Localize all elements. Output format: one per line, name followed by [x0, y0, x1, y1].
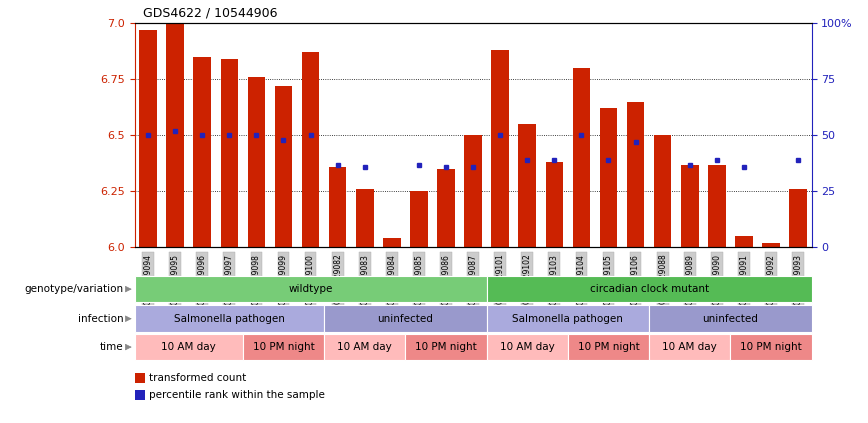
Text: percentile rank within the sample: percentile rank within the sample: [149, 390, 326, 400]
Bar: [135, 390, 145, 400]
Bar: [545, 162, 563, 247]
Text: wildtype: wildtype: [288, 284, 332, 294]
Bar: [410, 191, 428, 247]
Text: transformed count: transformed count: [149, 373, 247, 383]
Bar: [708, 165, 726, 247]
Bar: [274, 86, 293, 247]
Bar: [383, 239, 401, 247]
Bar: [627, 102, 644, 247]
Bar: [600, 108, 617, 247]
Text: 10 AM day: 10 AM day: [338, 342, 392, 352]
Text: GDS4622 / 10544906: GDS4622 / 10544906: [143, 6, 278, 19]
Text: uninfected: uninfected: [702, 314, 759, 324]
Text: 10 PM night: 10 PM night: [415, 342, 477, 352]
Bar: [139, 30, 157, 247]
Bar: [654, 135, 672, 247]
Bar: [194, 57, 211, 247]
Bar: [518, 124, 536, 247]
Text: Salmonella pathogen: Salmonella pathogen: [174, 314, 285, 324]
Bar: [789, 189, 807, 247]
Text: circadian clock mutant: circadian clock mutant: [589, 284, 708, 294]
Text: 10 PM night: 10 PM night: [740, 342, 802, 352]
Bar: [302, 52, 319, 247]
Bar: [220, 59, 238, 247]
Bar: [762, 243, 779, 247]
Bar: [681, 165, 699, 247]
Text: time: time: [100, 342, 124, 352]
Text: 10 AM day: 10 AM day: [662, 342, 717, 352]
Bar: [329, 167, 346, 247]
Text: 10 PM night: 10 PM night: [577, 342, 640, 352]
Text: Salmonella pathogen: Salmonella pathogen: [512, 314, 623, 324]
Bar: [573, 68, 590, 247]
Bar: [247, 77, 266, 247]
Text: 10 AM day: 10 AM day: [500, 342, 555, 352]
Bar: [464, 135, 482, 247]
Bar: [491, 50, 509, 247]
Bar: [135, 373, 145, 383]
Text: uninfected: uninfected: [378, 314, 433, 324]
Bar: [437, 169, 455, 247]
Text: infection: infection: [78, 314, 124, 324]
Text: 10 PM night: 10 PM night: [253, 342, 314, 352]
Bar: [356, 189, 373, 247]
Text: 10 AM day: 10 AM day: [161, 342, 216, 352]
Text: genotype/variation: genotype/variation: [24, 284, 124, 294]
Bar: [167, 23, 184, 247]
Bar: [735, 236, 753, 247]
